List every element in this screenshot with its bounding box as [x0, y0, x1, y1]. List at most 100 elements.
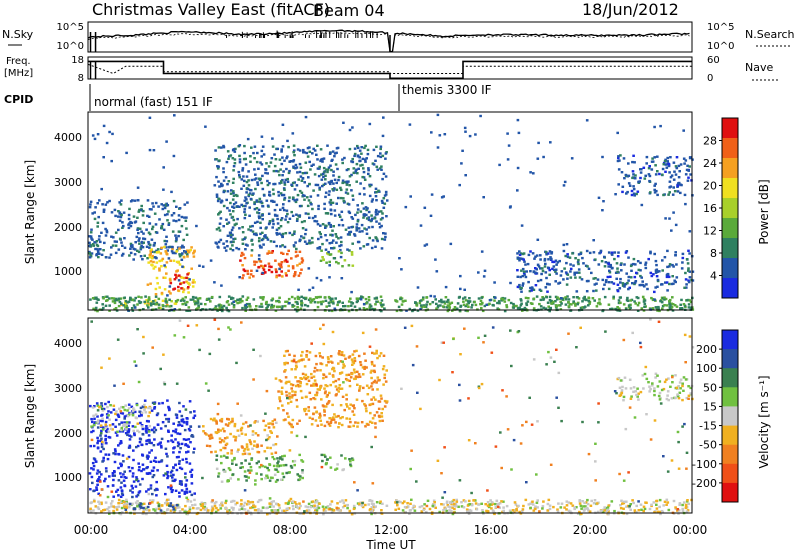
range-gate-cell [165, 473, 169, 476]
range-gate-cell [94, 206, 97, 209]
range-gate-cell [117, 215, 120, 218]
range-gate-cell [363, 365, 367, 369]
range-gate-cell [261, 174, 264, 178]
range-gate-cell [249, 189, 253, 192]
range-gate-cell [639, 171, 643, 174]
range-gate-cell [386, 400, 389, 403]
range-gate-cell [374, 245, 377, 248]
range-gate-cell [119, 512, 123, 516]
range-gate-cell [341, 506, 345, 509]
range-gate-cell [229, 201, 232, 205]
range-gate-cell [120, 254, 124, 257]
range-gate-cell [96, 421, 100, 424]
range-gate-cell [117, 479, 121, 482]
range-gate-cell [498, 163, 501, 167]
range-gate-cell [616, 159, 620, 163]
range-gate-cell [490, 503, 494, 506]
range-gate-cell [184, 303, 188, 306]
range-gate-cell [445, 501, 449, 504]
range-gate-cell [238, 158, 242, 161]
range-gate-cell [607, 303, 611, 306]
range-gate-cell [127, 424, 130, 427]
range-gate-cell [333, 257, 337, 260]
range-gate-cell [539, 278, 543, 282]
range-gate-cell [132, 258, 135, 261]
range-gate-cell [217, 180, 220, 183]
range-gate-cell [649, 387, 652, 391]
range-gate-cell [123, 246, 127, 249]
range-gate-cell [195, 308, 199, 311]
range-gate-cell [260, 296, 263, 299]
range-gate-cell [658, 398, 662, 401]
range-gate-cell [347, 180, 350, 183]
range-gate-cell [282, 208, 286, 212]
range-gate-cell [648, 390, 651, 393]
range-gate-cell [480, 306, 483, 310]
range-gate-cell [243, 179, 246, 183]
range-gate-cell [666, 156, 669, 160]
range-gate-cell [411, 507, 415, 510]
range-gate-cell [508, 509, 512, 512]
range-gate-cell [239, 259, 242, 262]
range-gate-cell [257, 177, 261, 180]
range-gate-cell [362, 216, 365, 219]
range-gate-cell [450, 509, 453, 513]
range-gate-cell [368, 499, 372, 502]
range-gate-cell [193, 410, 196, 413]
range-gate-cell [282, 193, 286, 197]
range-gate-cell [301, 172, 305, 175]
range-gate-cell [434, 298, 437, 301]
range-gate-cell [231, 205, 234, 208]
range-gate-cell [569, 270, 572, 273]
range-gate-cell [572, 300, 575, 303]
range-gate-cell [95, 488, 99, 491]
range-gate-cell [279, 264, 282, 267]
range-gate-cell [140, 469, 143, 473]
range-gate-cell [329, 301, 332, 304]
range-gate-cell [217, 226, 221, 230]
range-gate-cell [282, 464, 285, 467]
cpid-label: CPID [4, 93, 33, 106]
range-gate-cell [335, 188, 339, 191]
range-gate-cell [266, 476, 269, 479]
range-gate-cell [655, 275, 659, 278]
range-gate-cell [668, 217, 671, 220]
range-gate-cell [249, 506, 252, 510]
range-gate-cell [244, 163, 248, 166]
range-gate-cell [653, 184, 656, 187]
range-gate-cell [383, 405, 387, 408]
range-gate-cell [120, 506, 124, 510]
range-gate-cell [232, 435, 236, 438]
range-gate-cell [627, 287, 630, 291]
range-gate-cell [124, 432, 128, 435]
range-gate-cell [278, 379, 282, 382]
range-gate-cell [231, 244, 234, 247]
range-gate-cell [577, 258, 580, 262]
range-gate-cell [141, 463, 145, 466]
range-gate-cell [220, 501, 224, 504]
range-gate-cell [450, 301, 454, 304]
range-gate-cell [296, 254, 299, 257]
range-gate-cell [669, 156, 672, 159]
range-gate-cell [379, 295, 383, 298]
range-gate-cell [559, 506, 563, 509]
range-gate-cell [230, 449, 233, 452]
range-gate-cell [134, 425, 137, 429]
range-gate-cell [645, 162, 648, 165]
range-gate-cell [300, 396, 304, 399]
range-gate-cell [195, 512, 199, 516]
range-gate-cell [149, 484, 153, 487]
range-gate-cell [183, 302, 187, 305]
range-gate-cell [374, 213, 378, 216]
range-gate-cell [101, 460, 104, 463]
range-gate-cell [90, 228, 93, 231]
range-gate-cell [181, 252, 184, 255]
range-gate-cell [591, 297, 595, 300]
range-gate-cell [149, 302, 153, 305]
range-gate-cell [633, 194, 636, 197]
range-gate-cell [281, 178, 284, 182]
range-gate-cell [665, 304, 669, 307]
range-gate-cell [610, 281, 614, 284]
range-gate-cell [303, 409, 307, 413]
range-gate-cell [431, 301, 435, 304]
